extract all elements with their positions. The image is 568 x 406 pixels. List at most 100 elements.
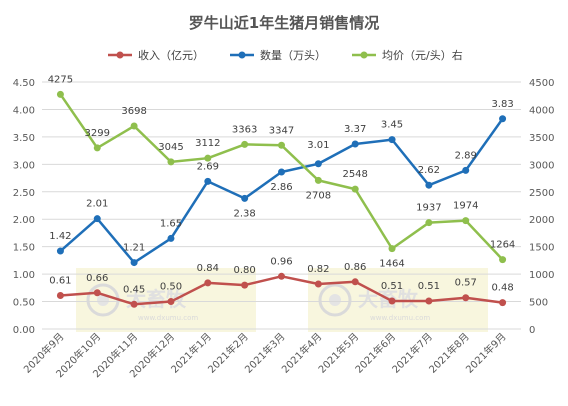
x-tick-label: 2021年9月: [463, 330, 509, 376]
data-label: 0.80: [234, 265, 256, 276]
data-point: [425, 297, 433, 305]
legend: 收入（亿元） 数量（万头） 均价（元/头）右: [108, 48, 463, 62]
data-point: [314, 280, 322, 288]
data-label: 3363: [232, 124, 257, 135]
data-label: 3.37: [344, 124, 366, 135]
data-point: [167, 234, 175, 242]
data-label: 1937: [416, 203, 441, 214]
legend-marker: [360, 51, 368, 59]
data-point: [314, 160, 322, 168]
data-label: 2.69: [197, 161, 219, 172]
legend-item: 收入（亿元）: [108, 48, 204, 62]
data-label: 0.84: [197, 263, 219, 274]
y-right-tick-label: 2500: [529, 188, 554, 199]
y-left-tick-label: 1.50: [13, 243, 35, 254]
data-label: 1974: [453, 201, 478, 212]
data-point: [351, 185, 359, 193]
y-left-tick-label: 4.50: [13, 78, 35, 89]
data-point: [241, 140, 249, 148]
legend-item: 均价（元/头）右: [352, 48, 463, 62]
y-left-tick-label: 0.50: [13, 298, 35, 309]
series-line: [59, 93, 504, 261]
data-label: 3.83: [491, 99, 513, 110]
y-left-tick-label: 2.00: [13, 215, 35, 226]
data-point: [204, 177, 212, 185]
watermark-url: www.dxumu.com: [138, 314, 198, 322]
legend-marker: [116, 51, 124, 59]
y-right-tick-label: 500: [529, 298, 548, 309]
data-point: [167, 158, 175, 166]
data-label: 0.50: [160, 282, 182, 293]
data-label: 2.89: [455, 150, 477, 161]
y-left-tick-label: 0.00: [13, 325, 35, 336]
data-point: [93, 289, 101, 297]
watermark-logo-dot-icon: [97, 294, 109, 306]
data-point: [204, 279, 212, 287]
y-right-tick-label: 3000: [529, 160, 554, 171]
data-label: 3698: [121, 106, 146, 117]
series-group: 0.61 0.66 0.45 0.50 0.84 0.80 0.96 0.82 0.86 0.51…: [48, 74, 516, 308]
data-label: 2.62: [418, 165, 440, 176]
y-right-tick-label: 3500: [529, 133, 554, 144]
data-label: 3.45: [381, 120, 403, 131]
y-right-tick-label: 1500: [529, 243, 554, 254]
data-point: [241, 281, 249, 289]
data-point: [351, 140, 359, 148]
legend-marker: [238, 51, 246, 59]
data-label: 2.01: [86, 199, 108, 210]
data-point: [499, 256, 507, 264]
legend-label: 数量（万头）: [260, 49, 326, 62]
data-label: 0.57: [455, 278, 477, 289]
y-left-tick-label: 4.00: [13, 105, 35, 116]
data-point: [278, 141, 285, 149]
data-point: [56, 90, 64, 98]
data-label: 0.45: [123, 284, 145, 295]
data-point: [499, 299, 507, 307]
data-label: 2548: [342, 169, 367, 180]
legend-item: 数量（万头）: [230, 49, 326, 62]
data-label: 0.96: [270, 256, 292, 267]
data-label: 2.38: [234, 208, 256, 219]
y-right-tick-label: 4000: [529, 105, 554, 116]
data-label: 4275: [48, 74, 73, 85]
data-label: 0.61: [49, 276, 71, 287]
series-2: 4275 3299 3698 3045 3112 3363 3347 2708 2548 1464…: [48, 74, 516, 269]
chart-title: 罗牛山近1年生猪月销售情况: [189, 14, 379, 32]
data-label: 0.82: [307, 264, 329, 275]
data-point: [314, 176, 322, 184]
data-label: 0.51: [381, 281, 403, 292]
data-point: [130, 122, 138, 130]
series-1: 1.42 2.01 1.21 1.65 2.69 2.38 2.86 3.01 3.37 3.45…: [49, 99, 514, 267]
series-0: 0.61 0.66 0.45 0.50 0.84 0.80 0.96 0.82 0.86 0.51…: [49, 256, 514, 308]
data-label: 2708: [306, 190, 331, 201]
data-label: 0.51: [418, 281, 440, 292]
x-axis: 2020年9月2020年10月2020年11月2020年12月2021年1月20…: [21, 330, 509, 380]
y-left-tick-label: 2.50: [13, 188, 35, 199]
data-point: [425, 219, 433, 227]
watermark-url: www.dxumu.com: [370, 314, 430, 322]
data-point: [388, 245, 396, 253]
data-point: [278, 272, 285, 280]
data-point: [93, 144, 101, 152]
data-label: 0.66: [86, 273, 108, 284]
y-right-tick-label: 1000: [529, 270, 554, 281]
data-point: [56, 292, 64, 300]
data-label: 1.42: [49, 231, 71, 242]
data-point: [351, 278, 359, 286]
data-point: [462, 217, 470, 225]
data-point: [388, 297, 396, 305]
data-point: [167, 298, 175, 306]
data-label: 2.86: [270, 182, 292, 193]
y-right-tick-label: 4500: [529, 78, 554, 89]
data-label: 1464: [379, 259, 404, 270]
y-left-tick-label: 3.00: [13, 160, 35, 171]
data-point: [278, 168, 285, 176]
y-left-tick-label: 3.50: [13, 133, 35, 144]
y-right-tick-label: 0: [529, 325, 535, 336]
data-label: 3112: [195, 138, 220, 149]
data-label: 1.21: [123, 243, 145, 254]
legend-label: 均价（元/头）右: [382, 48, 463, 62]
watermark-logo-dot-icon: [329, 294, 341, 306]
